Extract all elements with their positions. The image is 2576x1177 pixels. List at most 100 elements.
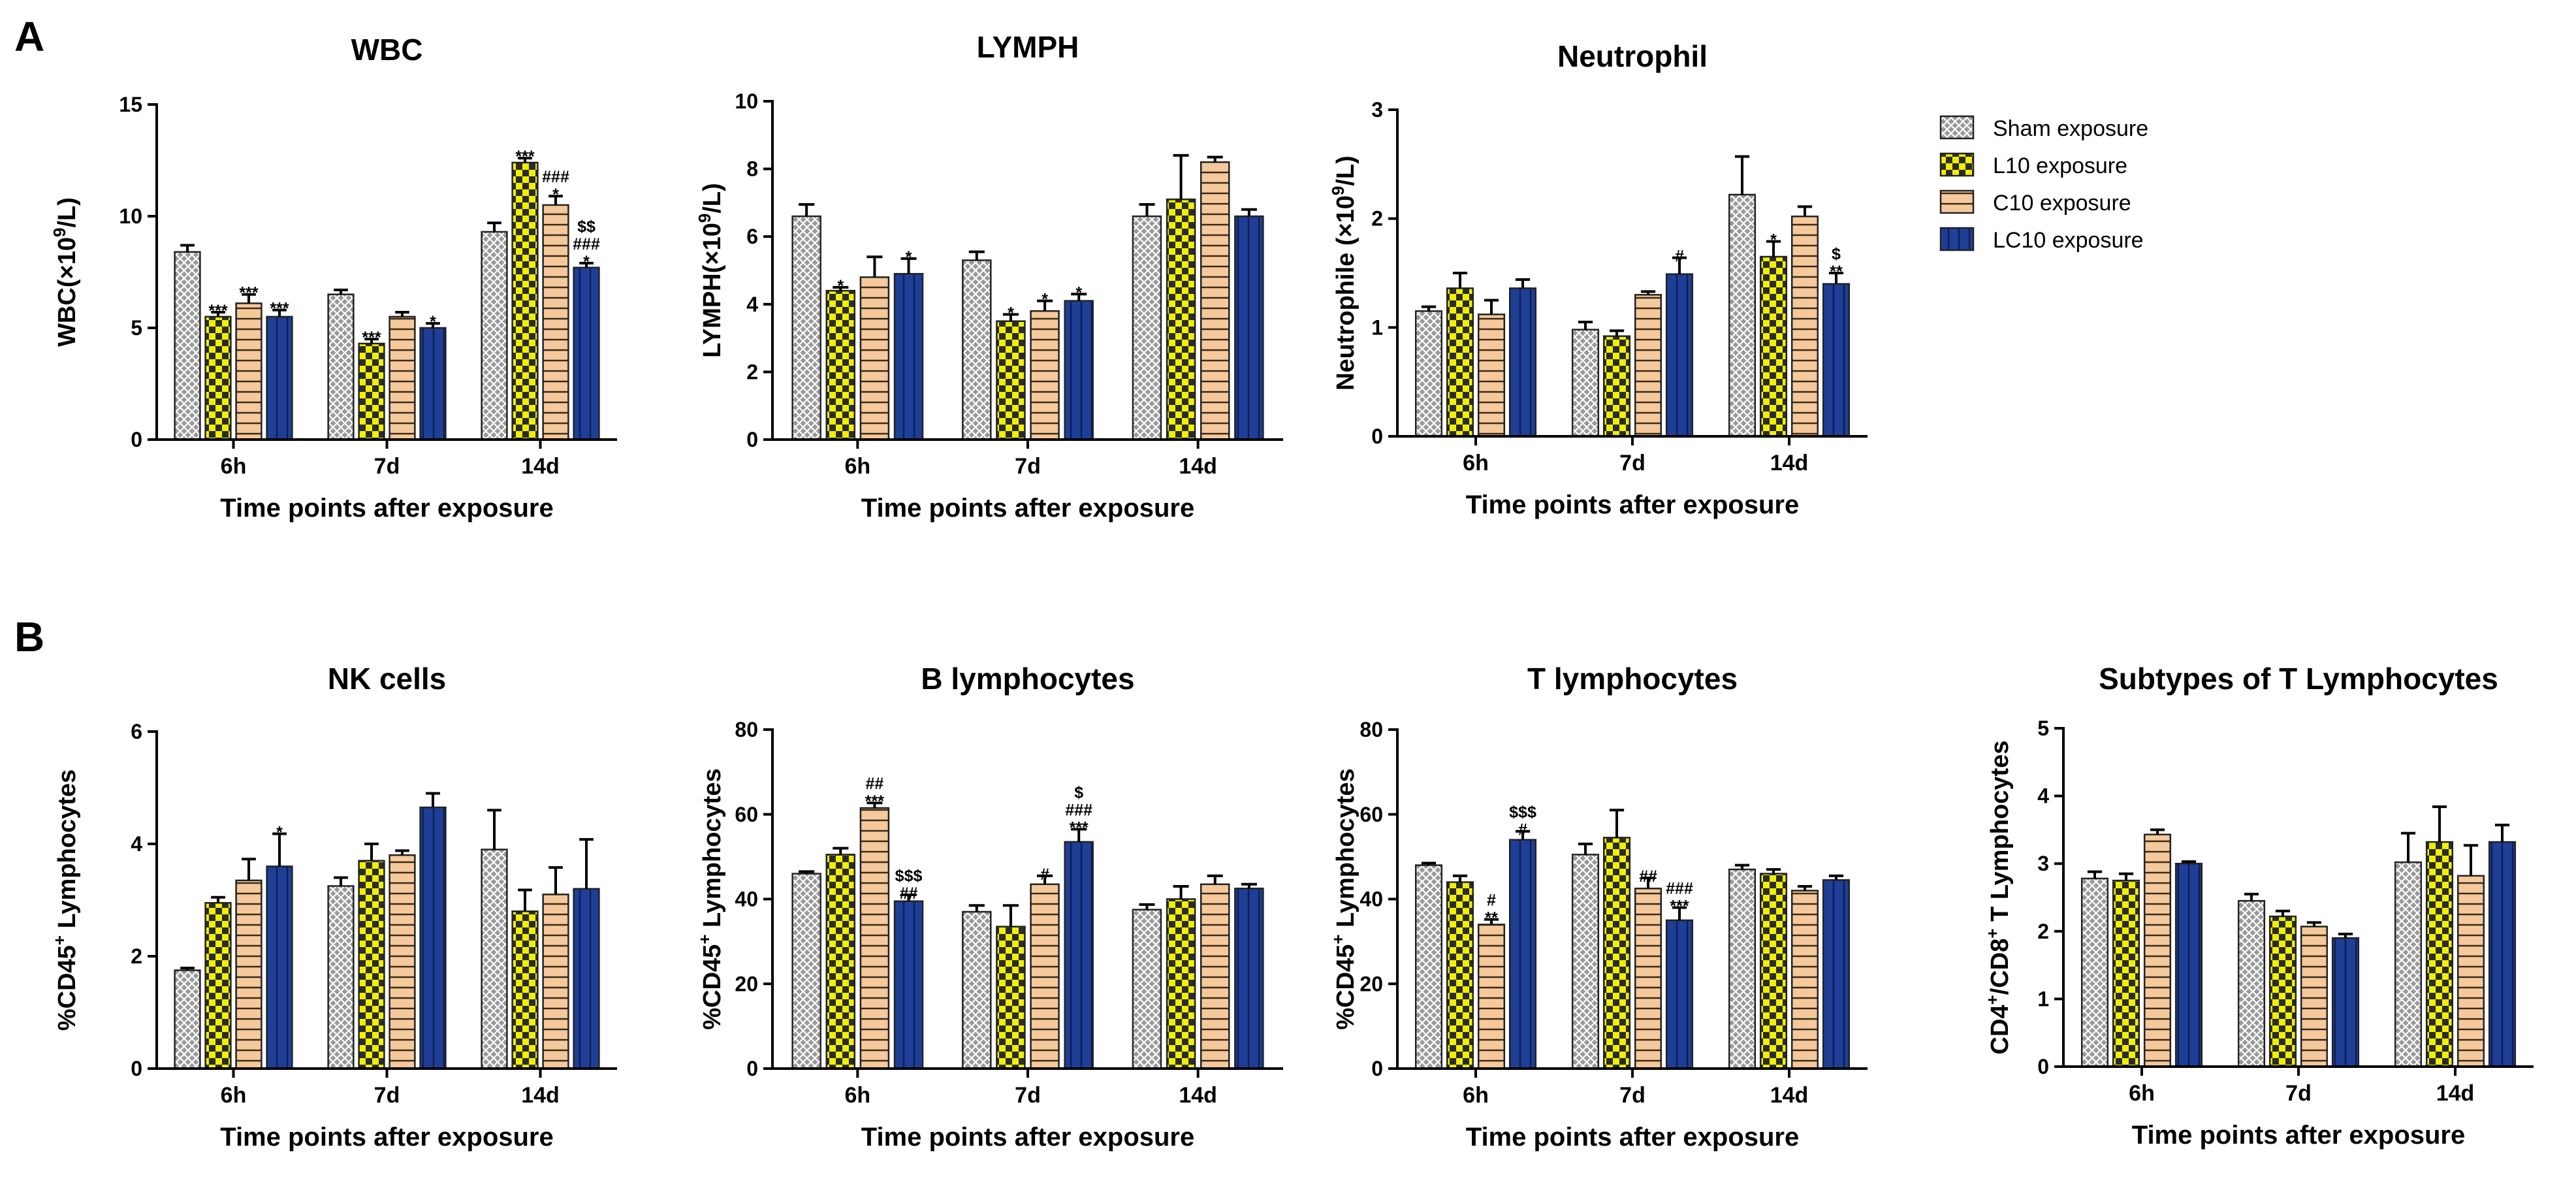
significance-label: $ bbox=[1074, 783, 1083, 801]
y-tick-label: 5 bbox=[2037, 717, 2049, 740]
bar-l10-exposure-7d bbox=[996, 926, 1026, 1070]
y-tick-label: 60 bbox=[735, 803, 758, 826]
legend: Sham exposure L10 exposure C10 exposure LC1… bbox=[1939, 115, 2148, 253]
significance-label: * bbox=[1042, 291, 1048, 309]
chart-title: WBC bbox=[351, 33, 423, 67]
significance-label: * bbox=[276, 824, 283, 842]
y-tick-label: 15 bbox=[119, 93, 142, 116]
significance-label: *** bbox=[270, 300, 289, 318]
significance-label: ### bbox=[573, 235, 600, 253]
bar-l10-exposure-14d bbox=[2425, 841, 2454, 1068]
significance-label: * bbox=[837, 277, 844, 295]
y-axis-label: %CD45+ Lymphocytes bbox=[1328, 768, 1360, 1029]
bar-lc10-exposure-6h bbox=[893, 272, 924, 441]
x-tick-label: 6h bbox=[1463, 1083, 1489, 1108]
x-tick-label: 7d bbox=[374, 454, 400, 479]
bar-c10-exposure-14d bbox=[542, 894, 569, 1070]
x-tick-label: 7d bbox=[1015, 454, 1041, 479]
y-tick-label: 1 bbox=[2037, 987, 2049, 1010]
significance-label: ** bbox=[1485, 909, 1498, 927]
chart-title: LYMPH bbox=[977, 30, 1079, 64]
significance-label: *** bbox=[1070, 818, 1089, 837]
chart-title: B lymphocytes bbox=[921, 662, 1134, 696]
bar-sham-exposure-6h bbox=[1414, 310, 1443, 438]
bar-lc10-exposure-6h bbox=[266, 865, 293, 1070]
y-tick-label: 2 bbox=[2037, 920, 2049, 943]
significance-label: # bbox=[1518, 821, 1527, 839]
significance-label: ## bbox=[1639, 867, 1657, 886]
bar-c10-exposure-6h bbox=[235, 302, 262, 441]
y-tick-label: 8 bbox=[746, 157, 758, 181]
y-tick-label: 2 bbox=[1371, 207, 1383, 231]
bar-sham-exposure-7d bbox=[962, 911, 992, 1070]
bar-lc10-exposure-6h bbox=[2174, 862, 2203, 1068]
bar-l10-exposure-6h bbox=[2112, 879, 2140, 1068]
bar-l10-exposure-14d bbox=[511, 910, 539, 1070]
bar-lc10-exposure-7d bbox=[1064, 300, 1094, 441]
y-tick-label: 40 bbox=[735, 888, 758, 911]
y-tick-label: 10 bbox=[735, 89, 758, 113]
bar-sham-exposure-6h bbox=[174, 251, 201, 441]
bar-c10-exposure-7d bbox=[389, 854, 416, 1070]
y-tick-label: 0 bbox=[746, 1057, 758, 1080]
bar-c10-exposure-14d bbox=[1200, 161, 1230, 441]
significance-label: * bbox=[1008, 304, 1014, 322]
bar-c10-exposure-14d bbox=[1790, 216, 1819, 438]
y-tick-label: 60 bbox=[1360, 803, 1383, 826]
bar-c10-exposure-6h bbox=[859, 276, 890, 441]
bar-lc10-exposure-6h bbox=[1508, 839, 1537, 1070]
y-tick-label: 1 bbox=[1371, 315, 1383, 339]
significance-label: *** bbox=[1670, 897, 1689, 915]
bar-lc10-exposure-14d bbox=[2488, 841, 2517, 1068]
significance-label: $ bbox=[1832, 245, 1841, 263]
x-tick-label: 14d bbox=[1179, 1083, 1217, 1108]
chart-1: LYMPH * * * * * 0 2 4 6 8 10 6h 7d 14d Time points afte… bbox=[695, 30, 1283, 523]
chart-4: B lymphocytes***####$$$ #***###$020406080… bbox=[695, 662, 1283, 1152]
x-tick-label: 7d bbox=[1015, 1083, 1041, 1108]
bar-lc10-exposure-14d bbox=[573, 888, 600, 1070]
legend-label-c10: C10 exposure bbox=[1993, 191, 2131, 216]
significance-label: *** bbox=[208, 302, 227, 320]
bar-l10-exposure-7d bbox=[358, 342, 385, 441]
y-tick-label: 4 bbox=[131, 832, 142, 856]
significance-label: * bbox=[906, 248, 912, 266]
bar-l10-exposure-14d bbox=[1759, 255, 1788, 438]
x-tick-label: 14d bbox=[521, 454, 560, 479]
bar-sham-exposure-14d bbox=[1728, 868, 1757, 1070]
bar-sham-exposure-14d bbox=[1132, 909, 1162, 1070]
bar-sham-exposure-6h bbox=[174, 969, 201, 1070]
bar-lc10-exposure-7d bbox=[419, 806, 447, 1070]
bar-lc10-exposure-7d bbox=[1665, 273, 1694, 438]
chart-title: Subtypes of T Lymphocytes bbox=[2099, 662, 2498, 696]
legend-label-l10: L10 exposure bbox=[1993, 153, 2127, 178]
significance-label: *** bbox=[865, 792, 884, 811]
y-axis-label: %CD45+ Lymphocytes bbox=[50, 769, 81, 1031]
bar-sham-exposure-14d bbox=[2394, 861, 2423, 1068]
bar-c10-exposure-7d bbox=[2300, 926, 2329, 1068]
bar-sham-exposure-6h bbox=[791, 215, 821, 441]
x-axis-label: Time points after exposure bbox=[1466, 1123, 1800, 1152]
x-axis-label: Time points after exposure bbox=[2132, 1121, 2466, 1150]
bar-l10-exposure-6h bbox=[825, 289, 856, 441]
bar-sham-exposure-14d bbox=[481, 231, 508, 441]
bar-l10-exposure-14d bbox=[1759, 873, 1788, 1070]
chart-title: Neutrophil bbox=[1557, 39, 1708, 73]
y-tick-label: 0 bbox=[746, 428, 758, 451]
x-tick-label: 14d bbox=[1770, 1083, 1809, 1108]
bar-l10-exposure-14d bbox=[1166, 898, 1196, 1070]
bar-sham-exposure-14d bbox=[1728, 193, 1757, 438]
y-axis-label: Neutrophile (×109/L) bbox=[1328, 155, 1360, 391]
significance-label: ### bbox=[1065, 801, 1092, 819]
bar-lc10-exposure-14d bbox=[1822, 879, 1851, 1070]
significance-label: ## bbox=[900, 884, 918, 903]
bar-l10-exposure-6h bbox=[204, 315, 232, 441]
y-tick-label: 0 bbox=[1371, 1057, 1383, 1080]
bar-lc10-exposure-14d bbox=[1234, 888, 1264, 1070]
bar-sham-exposure-14d bbox=[481, 848, 508, 1070]
y-tick-label: 80 bbox=[1360, 718, 1383, 741]
bar-lc10-exposure-7d bbox=[1665, 919, 1694, 1070]
legend-label-sham: Sham exposure bbox=[1993, 116, 2148, 141]
bar-c10-exposure-7d bbox=[1030, 310, 1060, 441]
